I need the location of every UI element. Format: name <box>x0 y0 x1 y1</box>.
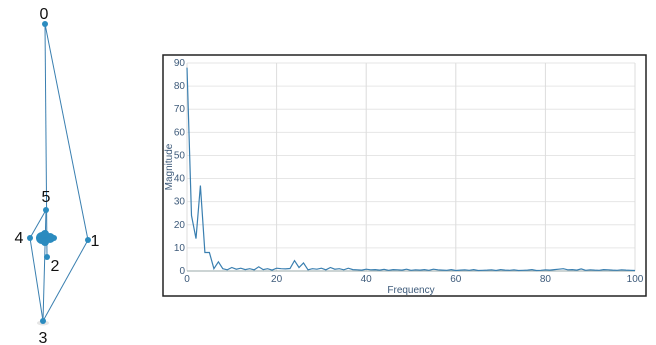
y-tick-label-40: 40 <box>174 174 186 185</box>
graph-node-label-3: 3 <box>39 330 48 345</box>
graph-edges <box>29 23 89 322</box>
graph-edge-1-3 <box>42 239 89 322</box>
y-tick-label-10: 10 <box>174 243 186 254</box>
graph-node-5 <box>43 207 49 213</box>
graph-node-2 <box>44 254 50 260</box>
y-tick-label-50: 50 <box>174 150 186 161</box>
hub-node-3 <box>41 238 49 246</box>
y-tick-label-30: 30 <box>174 197 186 208</box>
y-axis-title: Magnitude <box>164 143 175 190</box>
hub-node-cluster <box>36 230 57 246</box>
y-tick-label-90: 90 <box>174 58 186 69</box>
hub-node-4 <box>51 235 57 241</box>
graph-node-1 <box>85 237 91 243</box>
graph-edge-0-1 <box>44 23 89 241</box>
x-tick-label-100: 100 <box>627 274 644 285</box>
x-axis-title: Frequency <box>387 285 434 296</box>
graph-node-label-4: 4 <box>15 230 24 247</box>
x-tick-label-80: 80 <box>540 274 552 285</box>
graph-node-label-5: 5 <box>42 189 51 206</box>
graph-node-3 <box>40 318 46 324</box>
y-tick-label-70: 70 <box>174 104 186 115</box>
chart-frame <box>162 54 647 297</box>
graph-node-0 <box>42 21 48 27</box>
x-tick-label-0: 0 <box>184 274 190 285</box>
graph-edge-3-4 <box>29 237 44 322</box>
graph-edge-4-5 <box>29 209 47 239</box>
graph-edge-5-3 <box>42 209 47 322</box>
graph-edge-0-2 <box>44 23 48 258</box>
y-tick-label-0: 0 <box>179 266 185 277</box>
graph-node-label-0: 0 <box>40 6 49 23</box>
x-axis-ticks: 0 20 40 60 80 100 <box>184 274 644 285</box>
graph-node-label-2: 2 <box>51 258 60 275</box>
chart-grid <box>186 62 636 272</box>
graph-node-label-1: 1 <box>91 233 100 250</box>
y-tick-label-80: 80 <box>174 81 186 92</box>
series-line <box>186 67 636 272</box>
x-tick-label-40: 40 <box>361 274 373 285</box>
graph-nodes <box>27 21 91 326</box>
graph-node-4 <box>27 235 33 241</box>
graph-diagram: 0 1 2 3 4 5 <box>15 6 100 345</box>
hub-node-2 <box>41 230 49 238</box>
graph-labels: 0 1 2 3 4 5 <box>15 6 100 345</box>
y-tick-label-20: 20 <box>174 220 186 231</box>
y-axis-ticks: 0 10 20 30 40 50 60 70 80 90 <box>174 58 186 277</box>
y-tick-label-60: 60 <box>174 127 186 138</box>
x-tick-label-60: 60 <box>450 274 462 285</box>
x-tick-label-20: 20 <box>271 274 283 285</box>
